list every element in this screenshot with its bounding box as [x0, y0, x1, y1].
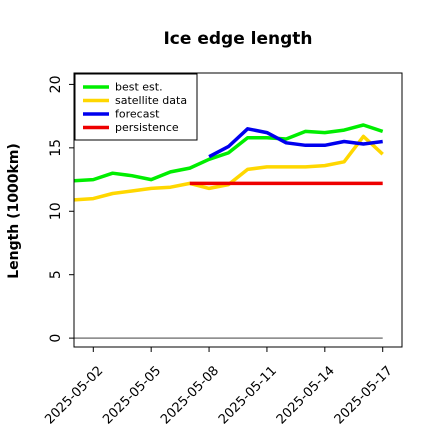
y-tick-label: 0 [48, 334, 64, 343]
y-axis-label: Length (1000km) [6, 143, 22, 279]
plot-area [73, 123, 384, 339]
x-tick-label: 2025-05-17 [332, 363, 396, 427]
y-tick-label: 10 [48, 202, 64, 220]
y-tick-label: 15 [48, 139, 64, 157]
plot-frame [73, 72, 403, 348]
series-line-forecast [208, 127, 383, 159]
legend: best est.satellite dataforecastpersisten… [74, 73, 198, 141]
legend-label-persistence: persistence [115, 121, 179, 134]
x-tick-label: 2025-05-02 [42, 363, 106, 427]
y-tick-label: 20 [48, 76, 64, 94]
legend-label-forecast: forecast [115, 108, 160, 121]
y-tick-label: 5 [48, 270, 64, 279]
x-tick-label: 2025-05-11 [216, 363, 280, 427]
chart-title: Ice edge length [163, 29, 312, 49]
legend-label-satellite-data: satellite data [115, 94, 187, 107]
series-line-best-est- [73, 123, 384, 183]
x-tick-label: 2025-05-08 [158, 363, 222, 427]
x-tick-label: 2025-05-05 [100, 363, 164, 427]
x-tick-label: 2025-05-14 [274, 363, 338, 427]
legend-label-best-est-: best est. [115, 81, 163, 94]
